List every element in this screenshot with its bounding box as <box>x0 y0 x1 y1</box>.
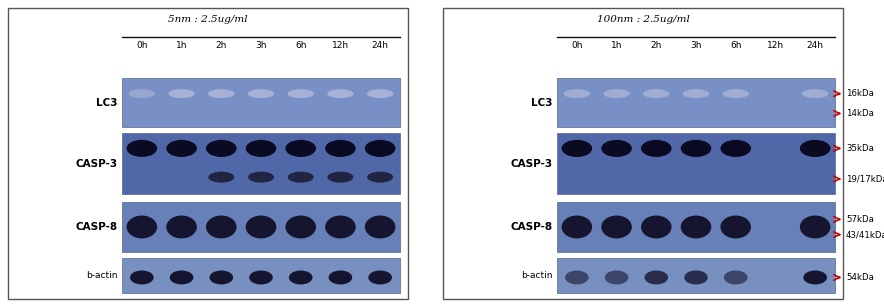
Ellipse shape <box>208 89 234 98</box>
Ellipse shape <box>210 270 233 285</box>
Text: 5nm : 2.5ug/ml: 5nm : 2.5ug/ml <box>168 15 248 24</box>
Ellipse shape <box>604 89 629 98</box>
Ellipse shape <box>561 140 592 157</box>
Ellipse shape <box>325 140 355 157</box>
Text: 43/41kDa: 43/41kDa <box>846 230 884 239</box>
FancyBboxPatch shape <box>8 8 408 299</box>
Ellipse shape <box>168 89 194 98</box>
Text: 6h: 6h <box>295 41 307 50</box>
Text: 3h: 3h <box>690 41 702 50</box>
Ellipse shape <box>166 140 197 157</box>
Ellipse shape <box>682 89 709 98</box>
Ellipse shape <box>166 216 197 239</box>
Ellipse shape <box>641 140 672 157</box>
Ellipse shape <box>327 89 354 98</box>
FancyBboxPatch shape <box>557 258 835 293</box>
Text: CASP-8: CASP-8 <box>511 222 553 232</box>
Ellipse shape <box>287 89 314 98</box>
Ellipse shape <box>643 89 669 98</box>
Ellipse shape <box>601 140 632 157</box>
Ellipse shape <box>130 270 154 285</box>
Ellipse shape <box>804 270 827 285</box>
Ellipse shape <box>248 172 274 183</box>
Text: b-actin: b-actin <box>522 271 553 280</box>
Ellipse shape <box>367 89 393 98</box>
Ellipse shape <box>246 140 277 157</box>
Ellipse shape <box>802 89 828 98</box>
Text: 0h: 0h <box>136 41 148 50</box>
Text: 35kDa: 35kDa <box>846 144 874 153</box>
Ellipse shape <box>681 216 712 239</box>
FancyBboxPatch shape <box>443 8 843 299</box>
Text: 54kDa: 54kDa <box>846 273 874 282</box>
Text: LC3: LC3 <box>96 98 118 107</box>
Ellipse shape <box>644 270 668 285</box>
Ellipse shape <box>325 216 355 239</box>
Ellipse shape <box>564 89 590 98</box>
FancyBboxPatch shape <box>557 133 835 194</box>
Text: 16kDa: 16kDa <box>846 89 874 98</box>
Text: 2h: 2h <box>216 41 227 50</box>
Ellipse shape <box>287 172 314 183</box>
Text: LC3: LC3 <box>531 98 553 107</box>
Ellipse shape <box>369 270 392 285</box>
FancyBboxPatch shape <box>122 201 400 252</box>
Text: 19/17kDa: 19/17kDa <box>846 174 884 184</box>
Ellipse shape <box>248 89 274 98</box>
Ellipse shape <box>129 89 155 98</box>
Ellipse shape <box>641 216 672 239</box>
Text: CASP-3: CASP-3 <box>76 159 118 169</box>
Ellipse shape <box>565 270 589 285</box>
Text: 24h: 24h <box>371 41 389 50</box>
Text: 57kDa: 57kDa <box>846 215 874 224</box>
Ellipse shape <box>800 140 830 157</box>
Ellipse shape <box>681 140 712 157</box>
Ellipse shape <box>601 216 632 239</box>
Text: 3h: 3h <box>255 41 267 50</box>
Ellipse shape <box>684 270 708 285</box>
Ellipse shape <box>246 216 277 239</box>
Ellipse shape <box>365 140 395 157</box>
Text: CASP-3: CASP-3 <box>511 159 553 169</box>
Text: 6h: 6h <box>730 41 742 50</box>
Text: 2h: 2h <box>651 41 662 50</box>
Text: 1h: 1h <box>176 41 187 50</box>
Text: 12h: 12h <box>332 41 349 50</box>
Ellipse shape <box>249 270 273 285</box>
Ellipse shape <box>720 140 751 157</box>
Text: 1h: 1h <box>611 41 622 50</box>
FancyBboxPatch shape <box>122 78 400 127</box>
Ellipse shape <box>206 140 237 157</box>
Ellipse shape <box>126 216 157 239</box>
Ellipse shape <box>605 270 629 285</box>
Text: b-actin: b-actin <box>87 271 118 280</box>
Ellipse shape <box>327 172 354 183</box>
Ellipse shape <box>286 216 316 239</box>
Ellipse shape <box>329 270 352 285</box>
Text: 100nm : 2.5ug/ml: 100nm : 2.5ug/ml <box>597 15 690 24</box>
Text: CASP-8: CASP-8 <box>76 222 118 232</box>
Ellipse shape <box>724 270 748 285</box>
FancyBboxPatch shape <box>557 201 835 252</box>
Ellipse shape <box>722 89 749 98</box>
Text: 14kDa: 14kDa <box>846 109 874 118</box>
Ellipse shape <box>286 140 316 157</box>
Text: 12h: 12h <box>766 41 784 50</box>
Text: 0h: 0h <box>571 41 583 50</box>
Ellipse shape <box>209 172 234 183</box>
FancyBboxPatch shape <box>557 78 835 127</box>
Ellipse shape <box>800 216 830 239</box>
Ellipse shape <box>206 216 237 239</box>
FancyBboxPatch shape <box>122 258 400 293</box>
FancyBboxPatch shape <box>122 133 400 194</box>
Ellipse shape <box>720 216 751 239</box>
Ellipse shape <box>289 270 313 285</box>
Ellipse shape <box>561 216 592 239</box>
Ellipse shape <box>126 140 157 157</box>
Ellipse shape <box>365 216 395 239</box>
Ellipse shape <box>170 270 194 285</box>
Ellipse shape <box>367 172 393 183</box>
Text: 24h: 24h <box>806 41 824 50</box>
